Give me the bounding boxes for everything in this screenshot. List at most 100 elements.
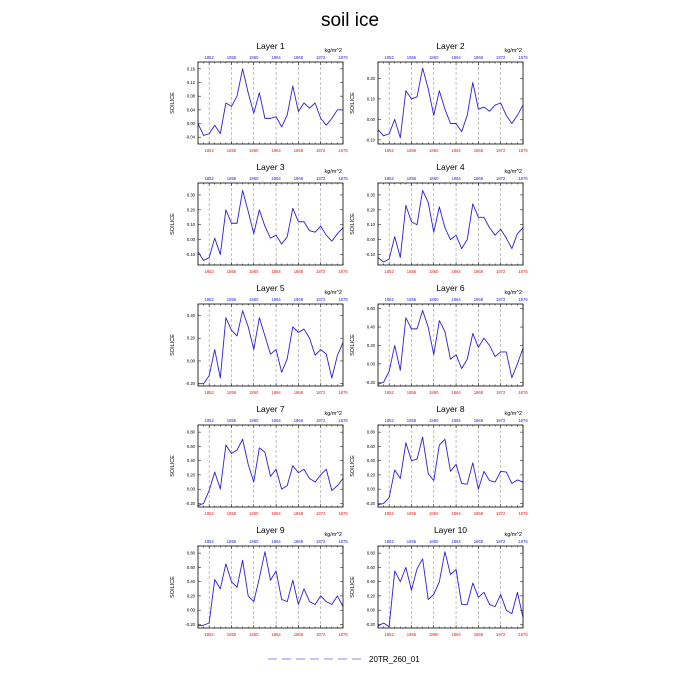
x-tick-label-top: 1872 — [316, 539, 326, 544]
x-tick-label-top: 1856 — [227, 297, 237, 302]
y-tick-label: -0.10 — [185, 252, 195, 257]
y-tick-label: 0.20 — [187, 593, 196, 598]
x-tick-label-bottom: 1868 — [474, 511, 484, 516]
x-tick-label-bottom: 1864 — [271, 269, 281, 274]
x-tick-label-bottom: 1876 — [518, 269, 528, 274]
x-tick-label-top: 1876 — [338, 418, 348, 423]
x-tick-label-top: 1852 — [204, 539, 214, 544]
y-axis-label: SOILICE — [170, 455, 176, 477]
series-line — [197, 68, 343, 136]
y-tick-label: 0.00 — [367, 237, 376, 242]
units-label: kg/m^2 — [324, 290, 342, 296]
x-tick-label-bottom: 1872 — [496, 390, 506, 395]
x-tick-label-top: 1868 — [294, 176, 304, 181]
x-tick-label-top: 1872 — [316, 297, 326, 302]
x-tick-label-bottom: 1872 — [496, 148, 506, 153]
panel-title: Layer 2 — [436, 41, 465, 51]
y-tick-label: 0.20 — [187, 472, 196, 477]
panel-layer-6: Layer 6 kg/m^2 SOILICE 1852 1852 1856 1856 1860… — [350, 283, 528, 395]
y-tick-label: 0.80 — [367, 430, 376, 435]
y-tick-label: 0.20 — [367, 207, 376, 212]
x-tick-label-top: 1860 — [429, 55, 439, 60]
x-tick-label-top: 1876 — [338, 176, 348, 181]
x-tick-label-bottom: 1860 — [249, 511, 259, 516]
x-tick-label-top: 1868 — [474, 297, 484, 302]
x-tick-label-bottom: 1864 — [271, 390, 281, 395]
panel-layer-7: Layer 7 kg/m^2 SOILICE 1852 1852 1856 1856 1860… — [170, 404, 348, 516]
x-tick-label-bottom: 1876 — [518, 511, 528, 516]
panel-frame — [197, 182, 344, 266]
x-tick-label-bottom: 1856 — [407, 269, 417, 274]
y-tick-label: -0.10 — [365, 137, 375, 142]
x-tick-label-bottom: 1868 — [474, 390, 484, 395]
x-tick-label-top: 1860 — [429, 539, 439, 544]
x-tick-label-top: 1868 — [474, 176, 484, 181]
panel-layer-2: Layer 2 kg/m^2 SOILICE 1852 1852 1856 1856 1860… — [350, 41, 528, 153]
x-tick-label-bottom: 1860 — [249, 269, 259, 274]
x-tick-label-bottom: 1852 — [204, 269, 214, 274]
y-tick-label: 0.00 — [187, 487, 196, 492]
x-tick-label-top: 1856 — [407, 418, 417, 423]
units-label: kg/m^2 — [324, 411, 342, 417]
x-tick-label-bottom: 1864 — [451, 390, 461, 395]
x-tick-label-top: 1868 — [474, 539, 484, 544]
x-tick-label-bottom: 1860 — [249, 632, 259, 637]
x-tick-label-bottom: 1864 — [271, 632, 281, 637]
x-tick-label-bottom: 1868 — [474, 148, 484, 153]
y-axis-label: SOILICE — [350, 455, 356, 477]
series-line — [197, 438, 344, 506]
units-label: kg/m^2 — [504, 290, 522, 296]
x-tick-label-bottom: 1860 — [249, 148, 259, 153]
x-tick-label-top: 1860 — [249, 55, 259, 60]
x-tick-label-top: 1864 — [451, 176, 461, 181]
series-line — [377, 551, 524, 628]
x-tick-label-top: 1852 — [384, 55, 394, 60]
y-tick-label: 0.00 — [367, 361, 376, 366]
x-tick-label-top: 1852 — [204, 418, 214, 423]
y-tick-label: 0.40 — [187, 313, 196, 318]
figure-title: soil ice — [321, 10, 379, 31]
x-tick-label-bottom: 1860 — [429, 148, 439, 153]
x-tick-label-bottom: 1868 — [294, 269, 304, 274]
x-tick-label-top: 1868 — [474, 418, 484, 423]
x-tick-label-bottom: 1860 — [249, 390, 259, 395]
y-tick-label: 0.10 — [367, 96, 376, 101]
y-tick-label: -0.20 — [365, 501, 375, 506]
y-axis-label: SOILICE — [170, 334, 176, 356]
x-tick-label-top: 1876 — [518, 55, 528, 60]
x-tick-label-bottom: 1872 — [316, 511, 326, 516]
y-tick-label: 0.40 — [187, 579, 196, 584]
y-tick-label: 0.10 — [187, 222, 196, 227]
x-tick-label-bottom: 1852 — [204, 390, 214, 395]
y-tick-label: 0.20 — [187, 207, 196, 212]
y-tick-label: -0.20 — [185, 381, 195, 386]
x-tick-label-bottom: 1876 — [518, 632, 528, 637]
x-tick-label-bottom: 1864 — [451, 511, 461, 516]
panels-grid: Layer 1 kg/m^2 SOILICE 1852 1852 1856 1856 1860… — [170, 41, 528, 637]
x-tick-label-top: 1852 — [204, 176, 214, 181]
x-tick-label-top: 1852 — [204, 297, 214, 302]
y-tick-label: 0.60 — [367, 306, 376, 311]
x-tick-label-top: 1852 — [384, 297, 394, 302]
x-tick-label-bottom: 1876 — [518, 390, 528, 395]
x-tick-label-bottom: 1856 — [227, 632, 237, 637]
y-tick-label: 0.00 — [187, 608, 196, 613]
y-tick-label: 0.20 — [367, 76, 376, 81]
y-tick-label: 0.40 — [187, 458, 196, 463]
x-tick-label-bottom: 1868 — [294, 632, 304, 637]
y-tick-label: 0.80 — [187, 551, 196, 556]
x-tick-label-bottom: 1876 — [338, 632, 348, 637]
x-tick-label-top: 1868 — [294, 418, 304, 423]
x-tick-label-top: 1860 — [249, 539, 259, 544]
x-tick-label-bottom: 1868 — [294, 390, 304, 395]
y-tick-label: -0.04 — [185, 135, 195, 140]
y-tick-label: 0.30 — [187, 192, 196, 197]
x-tick-label-top: 1864 — [271, 55, 281, 60]
y-tick-label: 0.80 — [367, 551, 376, 556]
panel-title: Layer 1 — [256, 41, 285, 51]
x-tick-label-top: 1876 — [518, 297, 528, 302]
x-tick-label-top: 1864 — [271, 539, 281, 544]
x-tick-label-bottom: 1860 — [429, 632, 439, 637]
y-tick-label: 0.00 — [367, 608, 376, 613]
